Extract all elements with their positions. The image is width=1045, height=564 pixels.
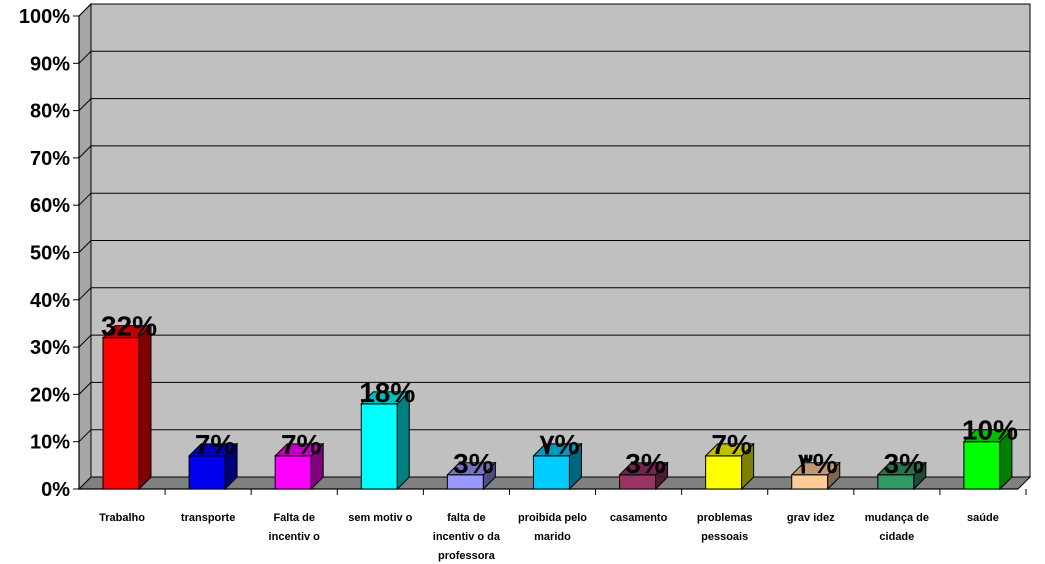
bar-9: [790, 461, 841, 491]
category-label-line: sem motiv o: [348, 512, 412, 524]
category-label: casamento: [610, 512, 668, 524]
data-label: 3%: [453, 448, 494, 479]
bar-side: [396, 390, 410, 491]
category-label: falta de incentiv o da professora: [433, 512, 501, 562]
category-label-line: incentiv o da: [433, 531, 501, 543]
bar-front: [360, 403, 398, 490]
bar-front: [274, 455, 312, 490]
data-label: 7%: [711, 429, 752, 460]
bars: [101, 324, 1014, 491]
bar-side: [741, 442, 755, 491]
gridline: [78, 3, 1030, 17]
gridlines: [78, 3, 1030, 443]
category-label-line: mudança de: [865, 512, 929, 524]
category-label-line: pessoais: [701, 531, 748, 543]
bar-4: [360, 390, 411, 491]
gridline: [78, 334, 1030, 348]
y-tick-label: 30%: [30, 337, 70, 359]
bar-10: [876, 461, 928, 491]
data-label: 3%: [625, 448, 666, 479]
bar-7: [618, 461, 669, 491]
bar-1: [101, 324, 153, 491]
bar-side: [138, 324, 152, 491]
bar-front: [102, 337, 140, 490]
category-label: Trabalho: [99, 512, 145, 524]
category-label-line: Falta de: [273, 512, 315, 524]
data-label: 7%: [195, 429, 236, 460]
category-label: problemas pessoais: [697, 512, 753, 543]
gridline: [78, 287, 1030, 301]
y-tick-label: 0%: [41, 479, 70, 501]
y-tick-label: 60%: [30, 195, 70, 217]
y-tick-label: 80%: [30, 101, 70, 123]
bar-side: [913, 461, 927, 491]
category-label-line: saúde: [967, 512, 999, 524]
x-axis-categories: Trabalho transporte Falta de incentiv o sem …: [99, 512, 999, 562]
category-label-line: falta de: [447, 512, 486, 524]
gridline: [78, 145, 1030, 159]
bar-side: [999, 428, 1013, 491]
bar-11: [962, 428, 1014, 491]
category-label-line: marido: [534, 531, 571, 543]
category-label: mudança de cidade: [865, 512, 929, 543]
category-label-line: professora: [438, 550, 496, 562]
data-label: 3%: [884, 448, 925, 479]
category-label: grav idez: [787, 512, 835, 524]
bar-front: [532, 455, 570, 490]
bar-2: [187, 442, 239, 491]
y-tick-label: 50%: [30, 243, 70, 265]
bar-3: [273, 442, 325, 491]
y-tick-label: 20%: [30, 384, 70, 406]
bar-side: [310, 442, 324, 491]
category-label-line: casamento: [610, 512, 668, 524]
y-tick-label: 40%: [30, 290, 70, 312]
bar-8: [704, 442, 755, 491]
gridline: [78, 192, 1030, 206]
bar-front: [963, 441, 1001, 490]
category-label: transporte: [181, 512, 235, 524]
gridline: [78, 50, 1030, 64]
bar-side: [568, 442, 582, 491]
bar-side: [224, 442, 238, 491]
plot-wall: [78, 2, 1031, 491]
gridline: [78, 381, 1030, 395]
bar-side: [655, 461, 669, 491]
category-label-line: cidade: [879, 531, 914, 543]
category-label: sem motiv o: [348, 512, 412, 524]
category-label-line: transporte: [181, 512, 235, 524]
category-label: proibida pelo marido: [518, 512, 587, 543]
category-label-line: grav idez: [787, 512, 835, 524]
gridline: [78, 240, 1030, 253]
y-tick-label: 70%: [30, 148, 70, 170]
y-tick-label: 90%: [30, 53, 70, 75]
data-label: 32%: [101, 311, 157, 342]
category-label: saúde: [967, 512, 999, 524]
data-label: 10%: [962, 415, 1018, 446]
gridline: [78, 98, 1030, 111]
category-label-line: proibida pelo: [518, 512, 587, 524]
bar-side: [482, 461, 496, 491]
category-label: Falta de incentiv o: [269, 512, 321, 543]
y-tick-label: 100%: [19, 6, 70, 28]
y-axis-ticks: 0% 10% 20% 30% 40% 50% 60% 70% 80% 90% 100%: [19, 6, 70, 501]
gridline: [78, 429, 1030, 443]
bar-front: [705, 455, 743, 490]
data-label: ٣%: [798, 448, 838, 479]
category-label-line: problemas: [697, 512, 753, 524]
data-labels: 32% 7% 7% 18% 3% ٧% 3% 7% ٣% 3% 10%: [101, 311, 1018, 479]
data-label: 7%: [281, 429, 322, 460]
bar-front: [188, 455, 226, 490]
category-label-line: incentiv o: [269, 531, 321, 543]
data-label: ٧%: [539, 429, 579, 460]
category-label-line: Trabalho: [99, 512, 145, 524]
y-tick-label: 10%: [30, 432, 70, 454]
data-label: 18%: [359, 377, 415, 408]
bar-5: [446, 461, 497, 491]
bar-side: [827, 461, 841, 491]
bar-6: [532, 442, 583, 491]
